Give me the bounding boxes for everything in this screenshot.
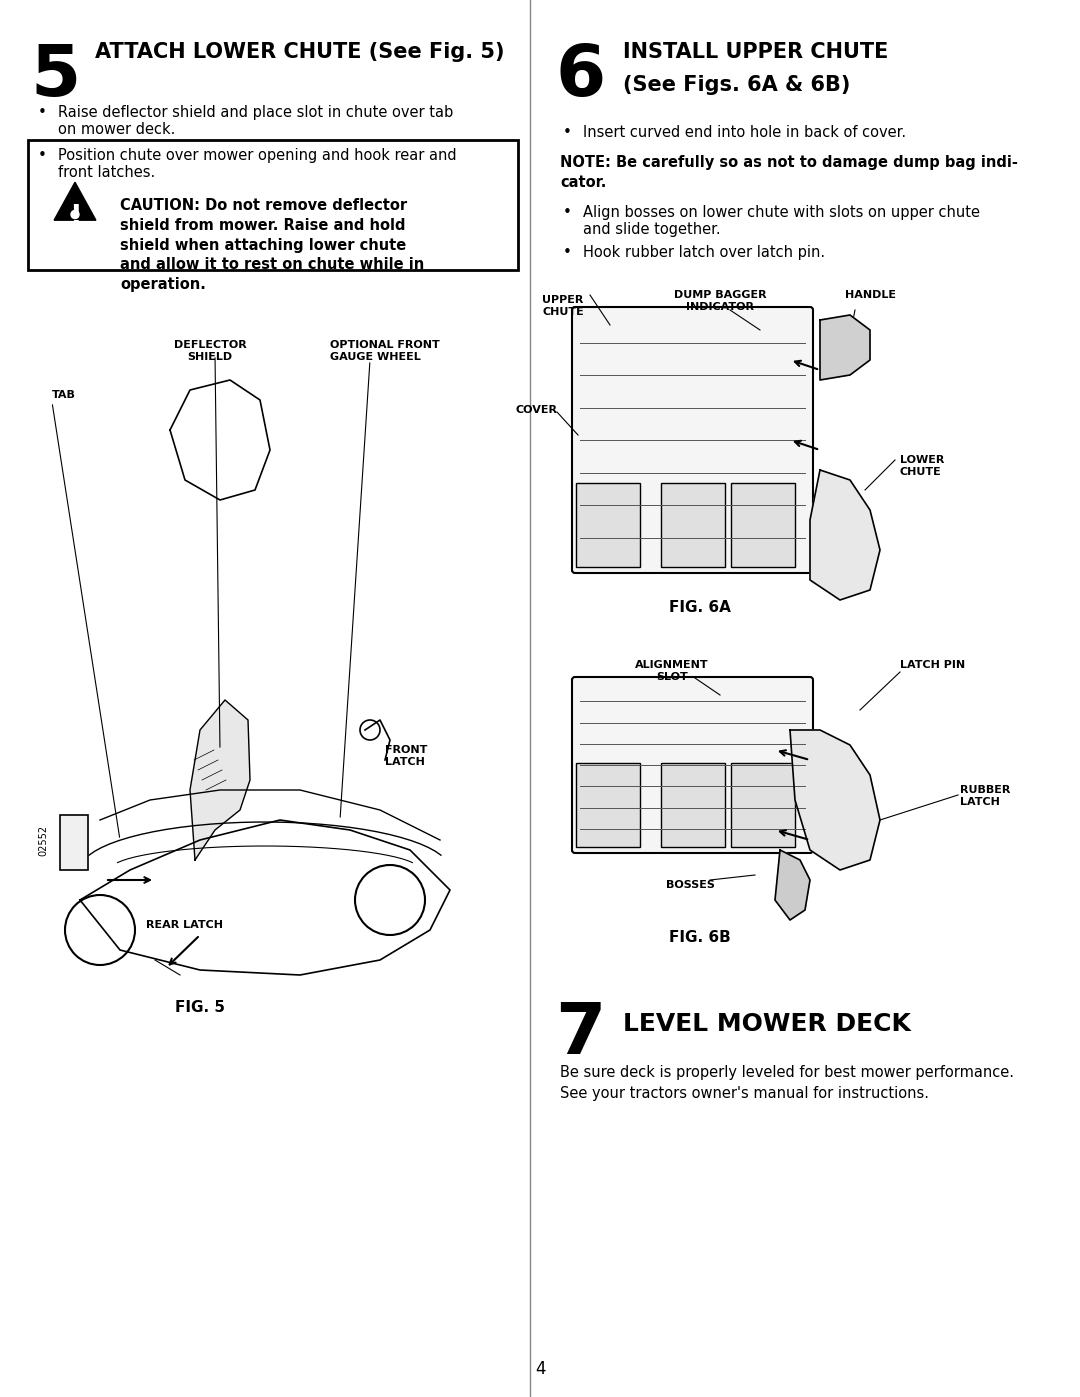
- Polygon shape: [789, 731, 880, 870]
- Polygon shape: [190, 700, 249, 861]
- Text: Insert curved end into hole in back of cover.: Insert curved end into hole in back of c…: [583, 124, 906, 140]
- Text: HANDLE: HANDLE: [845, 291, 895, 300]
- FancyBboxPatch shape: [28, 140, 518, 270]
- Text: •: •: [563, 205, 572, 219]
- FancyBboxPatch shape: [576, 763, 640, 847]
- Text: OPTIONAL FRONT
GAUGE WHEEL: OPTIONAL FRONT GAUGE WHEEL: [330, 339, 440, 362]
- Text: Be sure deck is properly leveled for best mower performance.
See your tractors o: Be sure deck is properly leveled for bes…: [561, 1065, 1014, 1101]
- Circle shape: [71, 211, 79, 218]
- Polygon shape: [54, 182, 96, 221]
- Text: Hook rubber latch over latch pin.: Hook rubber latch over latch pin.: [583, 244, 825, 260]
- Text: 4: 4: [535, 1361, 545, 1377]
- FancyBboxPatch shape: [661, 483, 725, 567]
- Text: Position chute over mower opening and hook rear and
front latches.: Position chute over mower opening and ho…: [58, 148, 457, 180]
- Text: 6: 6: [555, 42, 605, 110]
- Text: 5: 5: [30, 42, 80, 110]
- Text: BOSSES: BOSSES: [665, 880, 715, 890]
- Text: TAB: TAB: [52, 390, 76, 400]
- FancyBboxPatch shape: [661, 763, 725, 847]
- Text: •: •: [38, 148, 46, 163]
- Text: FIG. 6B: FIG. 6B: [670, 930, 731, 944]
- FancyBboxPatch shape: [731, 483, 795, 567]
- Text: ATTACH LOWER CHUTE (See Fig. 5): ATTACH LOWER CHUTE (See Fig. 5): [95, 42, 504, 61]
- Text: •: •: [38, 105, 46, 120]
- Text: COVER: COVER: [515, 405, 557, 415]
- Polygon shape: [820, 314, 870, 380]
- Polygon shape: [775, 849, 810, 921]
- FancyBboxPatch shape: [60, 814, 87, 870]
- Text: RUBBER
LATCH: RUBBER LATCH: [960, 785, 1011, 806]
- FancyBboxPatch shape: [731, 763, 795, 847]
- Text: •: •: [563, 244, 572, 260]
- FancyBboxPatch shape: [572, 307, 813, 573]
- Text: REAR LATCH: REAR LATCH: [147, 921, 224, 930]
- Text: Raise deflector shield and place slot in chute over tab
on mower deck.: Raise deflector shield and place slot in…: [58, 105, 454, 137]
- Polygon shape: [810, 469, 880, 599]
- Text: 7: 7: [555, 1000, 606, 1069]
- Text: 02552: 02552: [38, 824, 48, 855]
- Text: CAUTION: Do not remove deflector
shield from mower. Raise and hold
shield when a: CAUTION: Do not remove deflector shield …: [120, 198, 424, 292]
- FancyBboxPatch shape: [576, 483, 640, 567]
- Text: FRONT
LATCH: FRONT LATCH: [384, 745, 428, 767]
- Text: LATCH PIN: LATCH PIN: [900, 659, 966, 671]
- Text: UPPER
CHUTE: UPPER CHUTE: [542, 295, 584, 317]
- Text: INSTALL UPPER CHUTE: INSTALL UPPER CHUTE: [623, 42, 889, 61]
- Text: •: •: [563, 124, 572, 140]
- Text: !: !: [69, 203, 81, 231]
- Text: LEVEL MOWER DECK: LEVEL MOWER DECK: [623, 1011, 910, 1037]
- Text: ALIGNMENT
SLOT: ALIGNMENT SLOT: [635, 659, 708, 682]
- Text: FIG. 5: FIG. 5: [175, 1000, 225, 1016]
- Text: DUMP BAGGER
INDICATOR: DUMP BAGGER INDICATOR: [674, 291, 767, 312]
- Text: DEFLECTOR
SHIELD: DEFLECTOR SHIELD: [174, 339, 246, 362]
- Text: Align bosses on lower chute with slots on upper chute
and slide together.: Align bosses on lower chute with slots o…: [583, 205, 980, 237]
- Text: LOWER
CHUTE: LOWER CHUTE: [900, 455, 944, 476]
- Text: NOTE: Be carefully so as not to damage dump bag indi-
cator.: NOTE: Be carefully so as not to damage d…: [561, 155, 1017, 190]
- Text: (See Figs. 6A & 6B): (See Figs. 6A & 6B): [623, 75, 850, 95]
- Text: FIG. 6A: FIG. 6A: [670, 599, 731, 615]
- FancyBboxPatch shape: [572, 678, 813, 854]
